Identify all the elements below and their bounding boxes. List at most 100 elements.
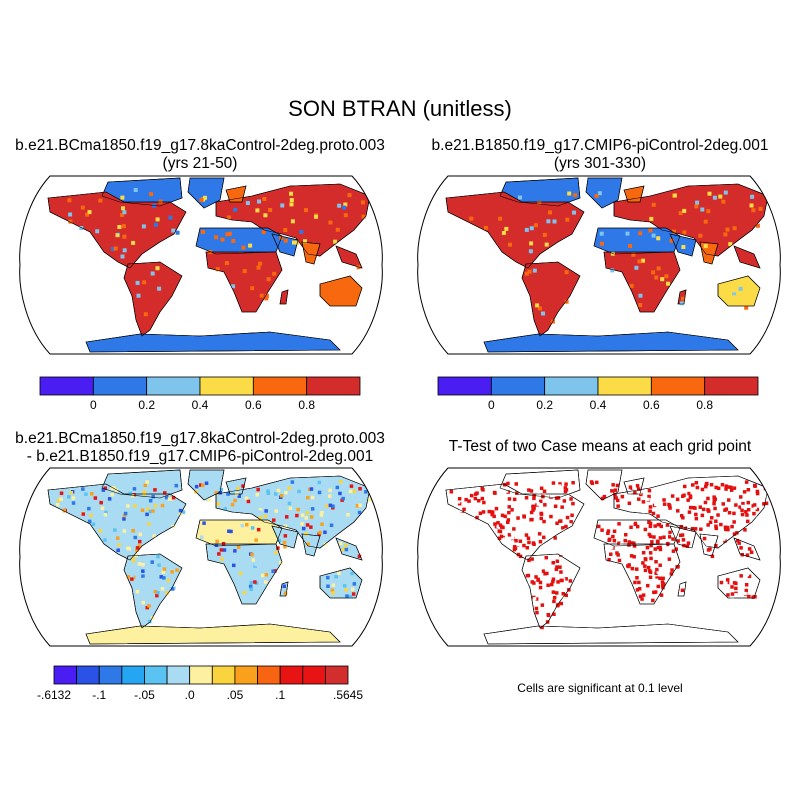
grid-cell (110, 486, 114, 490)
grid-cell (658, 536, 663, 540)
colorbar-tick-label: 0.8 (298, 398, 315, 412)
grid-cell (635, 524, 640, 529)
grid-cell (661, 576, 665, 581)
grid-cell (264, 294, 269, 299)
colorbar-panel-3-labels: -.6132 -.1 -.05 .0 .05 .1 .5645 (37, 688, 363, 704)
grid-cell (284, 490, 288, 495)
grid-cell (305, 511, 309, 515)
grid-cell (255, 208, 260, 213)
coast-india (301, 533, 321, 557)
colorbar-tick-label: 0.6 (244, 398, 262, 412)
grid-cell (714, 526, 718, 531)
grid-cell (306, 542, 311, 546)
grid-cell (67, 198, 72, 203)
grid-cell (98, 198, 103, 203)
grid-cell (528, 249, 533, 254)
grid-cell (289, 202, 294, 207)
grid-cell (695, 485, 700, 490)
grid-cell (561, 526, 565, 530)
grid-cell (462, 507, 466, 512)
map-panel-3 (19, 467, 383, 647)
grid-cell (481, 510, 486, 514)
grid-cell (159, 575, 163, 579)
grid-cell (564, 593, 568, 598)
grid-cell (625, 231, 630, 236)
grid-cell (304, 516, 308, 520)
grid-cell (157, 286, 162, 291)
grid-cell (306, 495, 310, 500)
grid-cell (117, 225, 122, 229)
grid-cell (513, 508, 518, 513)
grid-cell (656, 570, 661, 574)
grid-cell (627, 501, 632, 505)
coast-arcticCanada (499, 177, 581, 207)
grid-cell (326, 584, 330, 588)
grid-cell (602, 494, 607, 499)
grid-cell (242, 269, 247, 274)
grid-cell (730, 595, 734, 599)
grid-cell (722, 543, 726, 548)
grid-cell (501, 530, 505, 535)
grid-cell (612, 529, 617, 533)
grid-cell (652, 498, 656, 502)
grid-cell (218, 491, 222, 495)
grid-cell (658, 576, 662, 580)
coast-northAmerica (445, 483, 585, 561)
grid-cell (283, 534, 288, 538)
grid-cell (710, 554, 715, 559)
grid-cell (703, 500, 708, 505)
grid-cell (367, 498, 372, 502)
grid-cell (533, 533, 538, 538)
grid-cell (761, 490, 766, 494)
grid-cell (138, 539, 142, 544)
colorbar-tick-label: .5645 (332, 688, 364, 702)
grid-cell (274, 509, 278, 513)
grid-cell (676, 509, 680, 513)
grid-cell (751, 583, 755, 588)
colorbar-tick-label: 0.8 (696, 398, 713, 412)
grid-cell (551, 561, 555, 565)
grid-cell (600, 496, 605, 501)
grid-cell (617, 541, 621, 545)
grid-cell (467, 503, 471, 507)
grid-cell (660, 583, 665, 588)
grid-cell (506, 518, 511, 522)
grid-cell (632, 486, 636, 490)
grid-cell (534, 606, 539, 611)
grid-cell (682, 208, 687, 213)
grid-cell (648, 505, 653, 509)
grid-cell (262, 197, 267, 201)
grid-cell (598, 481, 602, 485)
grid-cell (607, 557, 611, 562)
grid-cell (257, 575, 261, 580)
grid-cell (552, 595, 557, 600)
grid-cell (653, 590, 658, 594)
grid-cell (606, 531, 610, 535)
grid-cell (671, 549, 676, 553)
grid-cell (643, 568, 648, 573)
grid-cell (638, 594, 643, 599)
grid-cell (524, 271, 529, 276)
grid-cell (638, 303, 643, 307)
grid-cell (683, 484, 687, 489)
colorbar-box (597, 376, 652, 396)
grid-cell (663, 560, 667, 564)
grid-cell (337, 571, 341, 575)
grid-cell (529, 518, 533, 522)
grid-cell (714, 502, 719, 507)
grid-cell (361, 214, 366, 219)
grid-cell (691, 483, 695, 487)
grid-cell (716, 513, 720, 517)
grid-cell (609, 545, 614, 550)
grid-cell (561, 592, 565, 596)
grid-cell (640, 597, 644, 601)
grid-cell (699, 495, 704, 500)
coast-antarctica (483, 623, 739, 645)
grid-cell (266, 277, 271, 282)
grid-cell (732, 226, 737, 231)
grid-cell (67, 495, 71, 499)
grid-cell (669, 572, 674, 576)
grid-cell (239, 248, 243, 253)
grid-cell (567, 191, 572, 196)
grid-cell (676, 565, 680, 569)
